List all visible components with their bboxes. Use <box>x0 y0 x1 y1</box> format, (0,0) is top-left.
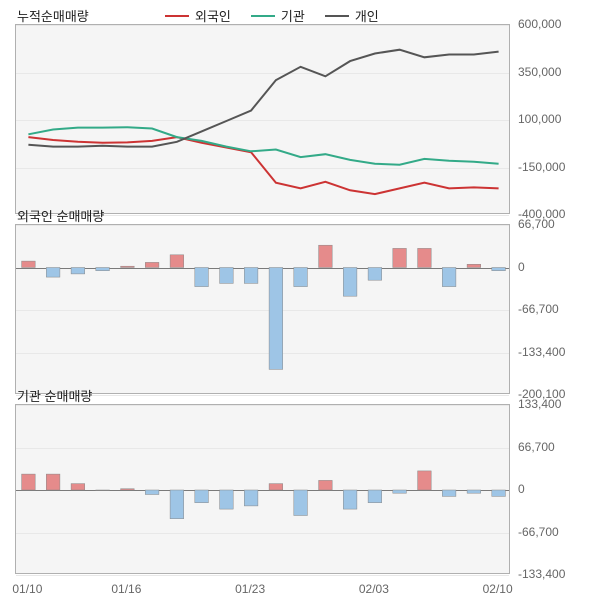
panel-title-3: 기관 순매매량 <box>17 386 92 405</box>
bar <box>442 268 456 287</box>
bar <box>71 484 85 490</box>
bar <box>244 490 258 506</box>
bar <box>269 268 283 370</box>
chart-container: 누적순매매량-400,000-150,000100,000350,000600,… <box>0 0 600 604</box>
ytick-label: -133,400 <box>518 345 565 359</box>
bar <box>170 255 184 268</box>
bar <box>442 490 456 496</box>
bar <box>220 268 234 284</box>
legend-swatch <box>251 15 275 17</box>
panel-2 <box>15 224 510 394</box>
legend: 외국인 기관 개인 <box>165 6 379 25</box>
bar <box>22 261 36 267</box>
bar <box>121 489 135 490</box>
bar <box>319 245 333 267</box>
ytick-label: 0 <box>518 260 525 274</box>
bar <box>96 490 110 491</box>
bar <box>46 474 60 490</box>
bar <box>492 490 506 496</box>
ytick-label: 66,700 <box>518 217 555 231</box>
bar <box>492 268 506 271</box>
bar <box>22 474 36 490</box>
bar <box>294 268 308 287</box>
bar <box>294 490 308 516</box>
panel-title-1: 누적순매매량 <box>17 6 89 25</box>
series-individual <box>28 50 498 147</box>
line-chart <box>16 25 511 215</box>
bar <box>96 268 110 271</box>
bar <box>195 268 209 287</box>
ytick-label: -66,700 <box>518 525 559 539</box>
ytick-label: 0 <box>518 482 525 496</box>
bar <box>467 490 481 493</box>
bar <box>46 268 60 278</box>
legend-item-foreign: 외국인 <box>165 6 231 25</box>
bar <box>343 268 357 297</box>
bar <box>145 262 159 267</box>
bar <box>170 490 184 519</box>
bar <box>368 268 382 281</box>
bar-chart <box>16 405 511 575</box>
ytick-label: 66,700 <box>518 440 555 454</box>
xtick-label: 02/03 <box>359 582 389 596</box>
bar <box>121 266 135 267</box>
bar <box>145 490 159 495</box>
legend-label: 외국인 <box>195 6 231 25</box>
bar <box>393 248 407 267</box>
bar <box>467 264 481 267</box>
bar <box>368 490 382 503</box>
legend-item-individual: 개인 <box>325 6 379 25</box>
ytick-label: -133,400 <box>518 567 565 581</box>
bar <box>71 268 85 274</box>
legend-label: 개인 <box>355 6 379 25</box>
ytick-label: 133,400 <box>518 397 561 411</box>
bar <box>244 268 258 284</box>
panel-1 <box>15 24 510 214</box>
bar <box>418 471 432 490</box>
bar <box>269 484 283 490</box>
xtick-label: 01/16 <box>111 582 141 596</box>
ytick-label: 100,000 <box>518 112 561 126</box>
bar-chart <box>16 225 511 395</box>
xtick-label: 01/10 <box>12 582 42 596</box>
ytick-label: 350,000 <box>518 65 561 79</box>
bar <box>220 490 234 509</box>
xtick-label: 02/10 <box>483 582 513 596</box>
ytick-label: 600,000 <box>518 17 561 31</box>
bar <box>319 480 333 490</box>
bar <box>418 248 432 267</box>
gridline <box>16 575 509 576</box>
legend-item-institution: 기관 <box>251 6 305 25</box>
bar <box>343 490 357 509</box>
legend-label: 기관 <box>281 6 305 25</box>
xtick-label: 01/23 <box>235 582 265 596</box>
ytick-label: -150,000 <box>518 160 565 174</box>
panel-title-2: 외국인 순매매량 <box>17 206 104 225</box>
legend-swatch <box>325 15 349 17</box>
bar <box>393 490 407 493</box>
legend-swatch <box>165 15 189 17</box>
panel-3 <box>15 404 510 574</box>
ytick-label: -66,700 <box>518 302 559 316</box>
bar <box>195 490 209 503</box>
